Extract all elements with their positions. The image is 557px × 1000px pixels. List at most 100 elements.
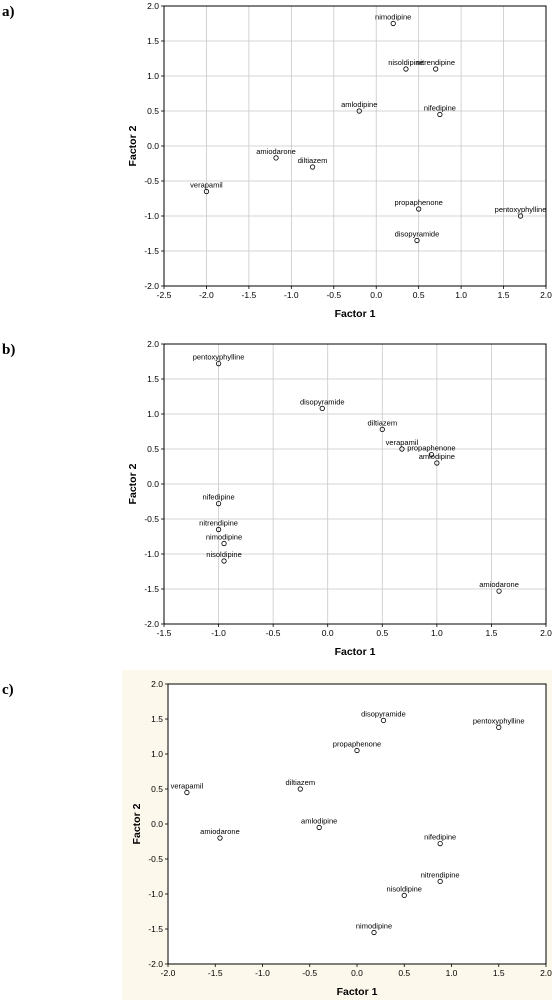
y-tick-label: 0.0 bbox=[151, 819, 163, 829]
data-point-nimodipine bbox=[221, 540, 227, 547]
x-tick-label: 0.5 bbox=[413, 290, 425, 300]
data-label-nisoldipine: nisoldipine bbox=[387, 884, 422, 893]
data-label-diltiazem: diltiazem bbox=[286, 778, 316, 787]
x-tick-label: 2.0 bbox=[540, 628, 552, 638]
data-label-nitrendipine: nitrendipine bbox=[416, 58, 455, 67]
data-point-amiodarone bbox=[496, 588, 502, 594]
data-point-pentoxyphylline bbox=[517, 213, 524, 219]
y-axis-title: Factor 2 bbox=[127, 125, 139, 166]
panel-1: a)-2.5 -2.0 -1.5 -1.0 -0.5 0.0 0.5 1.0 1.5 2.0-2.… bbox=[2, 1, 552, 320]
data-point-amlodipine bbox=[434, 460, 440, 466]
y-tick-label: 0.5 bbox=[147, 444, 159, 454]
x-tick-label: 0.0 bbox=[322, 628, 334, 638]
y-tick-label: -0.5 bbox=[144, 176, 159, 186]
data-label-nimodipine: nimodipine bbox=[375, 13, 411, 22]
data-label-disopyramide: disopyramide bbox=[300, 397, 345, 406]
data-point-amiodarone bbox=[217, 835, 223, 841]
x-tick-label: -1.0 bbox=[255, 968, 270, 978]
x-tick-label: -0.5 bbox=[266, 628, 281, 638]
y-tick-label: 1.0 bbox=[147, 71, 159, 81]
x-tick-label: -1.5 bbox=[208, 968, 223, 978]
x-tick-label: -1.5 bbox=[157, 628, 172, 638]
y-tick-label: 1.0 bbox=[151, 749, 163, 759]
y-tick-label: -2.0 bbox=[144, 619, 159, 629]
x-tick-label: 0.5 bbox=[398, 968, 410, 978]
y-tick-label: -1.5 bbox=[144, 584, 159, 594]
x-tick-label: 1.5 bbox=[493, 968, 505, 978]
y-tick-label: 2.0 bbox=[147, 1, 159, 11]
data-label-amiodarone: amiodarone bbox=[479, 580, 519, 589]
data-point-propaphenone bbox=[428, 451, 434, 458]
data-point-diltiazem bbox=[297, 786, 303, 792]
panel-label: a) bbox=[2, 4, 15, 20]
x-axis-title: Factor 1 bbox=[337, 986, 378, 998]
data-point-nitrendipine bbox=[437, 878, 443, 885]
data-label-nifedipine: nifedipine bbox=[424, 104, 456, 113]
x-axis-title: Factor 1 bbox=[335, 308, 376, 320]
y-tick-label: 2.0 bbox=[147, 339, 159, 349]
data-point-verapamil bbox=[399, 446, 405, 452]
x-tick-label: -2.5 bbox=[157, 290, 172, 300]
data-point-propaphenone bbox=[354, 747, 360, 754]
x-tick-label: 1.0 bbox=[446, 968, 458, 978]
x-tick-label: 1.0 bbox=[431, 628, 443, 638]
data-point-disopyramide bbox=[414, 237, 420, 244]
data-label-amlodipine: amlodipine bbox=[419, 452, 455, 461]
data-point-nifedipine bbox=[437, 111, 443, 118]
x-tick-label: 0.0 bbox=[351, 968, 363, 978]
data-label-propaphenone: propaphenone bbox=[407, 444, 455, 453]
data-point-nimodipine bbox=[371, 929, 377, 936]
x-tick-label: 2.0 bbox=[540, 290, 552, 300]
y-tick-label: -1.0 bbox=[144, 549, 159, 559]
data-label-propaphenone: propaphenone bbox=[333, 740, 381, 749]
data-point-diltiazem bbox=[309, 164, 316, 170]
panel-label: c) bbox=[2, 682, 14, 698]
x-tick-label: 1.5 bbox=[486, 628, 498, 638]
data-point-nifedipine bbox=[437, 840, 443, 847]
data-point-nisoldipine bbox=[401, 892, 407, 899]
x-tick-label: -1.5 bbox=[242, 290, 257, 300]
data-label-nifedipine: nifedipine bbox=[424, 833, 456, 842]
x-tick-label: -1.0 bbox=[284, 290, 299, 300]
x-tick-label: 2.0 bbox=[540, 968, 552, 978]
panel-label: b) bbox=[2, 342, 15, 358]
data-point-disopyramide bbox=[380, 717, 387, 724]
y-tick-label: -1.5 bbox=[144, 246, 159, 256]
data-point-amlodipine bbox=[316, 824, 322, 831]
data-point-amiodarone bbox=[273, 155, 279, 161]
x-tick-label: 0.0 bbox=[370, 290, 382, 300]
plot-area bbox=[168, 684, 546, 964]
x-tick-label: 1.5 bbox=[498, 290, 510, 300]
data-label-pentoxyphylline: pentoxyphylline bbox=[473, 716, 525, 725]
x-tick-label: -1.0 bbox=[211, 628, 226, 638]
data-point-diltiazem bbox=[379, 426, 385, 432]
data-label-nimodipine: nimodipine bbox=[206, 533, 242, 542]
y-tick-label: 2.0 bbox=[151, 679, 163, 689]
data-point-verapamil bbox=[184, 789, 190, 796]
y-tick-label: -1.0 bbox=[144, 211, 159, 221]
data-point-nisoldipine bbox=[403, 66, 409, 72]
y-tick-label: 0.0 bbox=[147, 479, 159, 489]
data-point-disopyramide bbox=[319, 405, 325, 411]
data-label-amiodarone: amiodarone bbox=[200, 827, 240, 836]
data-label-nitrendipine: nitrendipine bbox=[421, 870, 460, 879]
x-tick-label: -0.5 bbox=[326, 290, 341, 300]
x-tick-label: -2.0 bbox=[161, 968, 176, 978]
data-label-nisoldipine: nisoldipine bbox=[388, 58, 423, 67]
data-point-pentoxyphylline bbox=[215, 360, 222, 367]
data-label-nifedipine: nifedipine bbox=[203, 493, 235, 502]
data-label-diltiazem: diltiazem bbox=[298, 156, 328, 165]
x-axis-title: Factor 1 bbox=[335, 646, 376, 658]
data-label-verapamil: verapamil bbox=[171, 782, 204, 791]
data-point-nitrendipine bbox=[215, 526, 222, 533]
data-label-amiodarone: amiodarone bbox=[256, 147, 296, 156]
y-tick-label: -1.5 bbox=[148, 924, 163, 934]
y-tick-label: 1.5 bbox=[147, 36, 159, 46]
data-label-nimodipine: nimodipine bbox=[356, 922, 392, 931]
panel-2: b)-1.5 -1.0 -0.5 0.0 0.5 1.0 1.5 2.0-2.0-1.5-1.… bbox=[2, 339, 552, 658]
data-label-nitrendipine: nitrendipine bbox=[199, 519, 238, 528]
data-point-nimodipine bbox=[390, 20, 396, 27]
y-tick-label: 1.0 bbox=[147, 409, 159, 419]
data-label-diltiazem: diltiazem bbox=[367, 418, 397, 427]
